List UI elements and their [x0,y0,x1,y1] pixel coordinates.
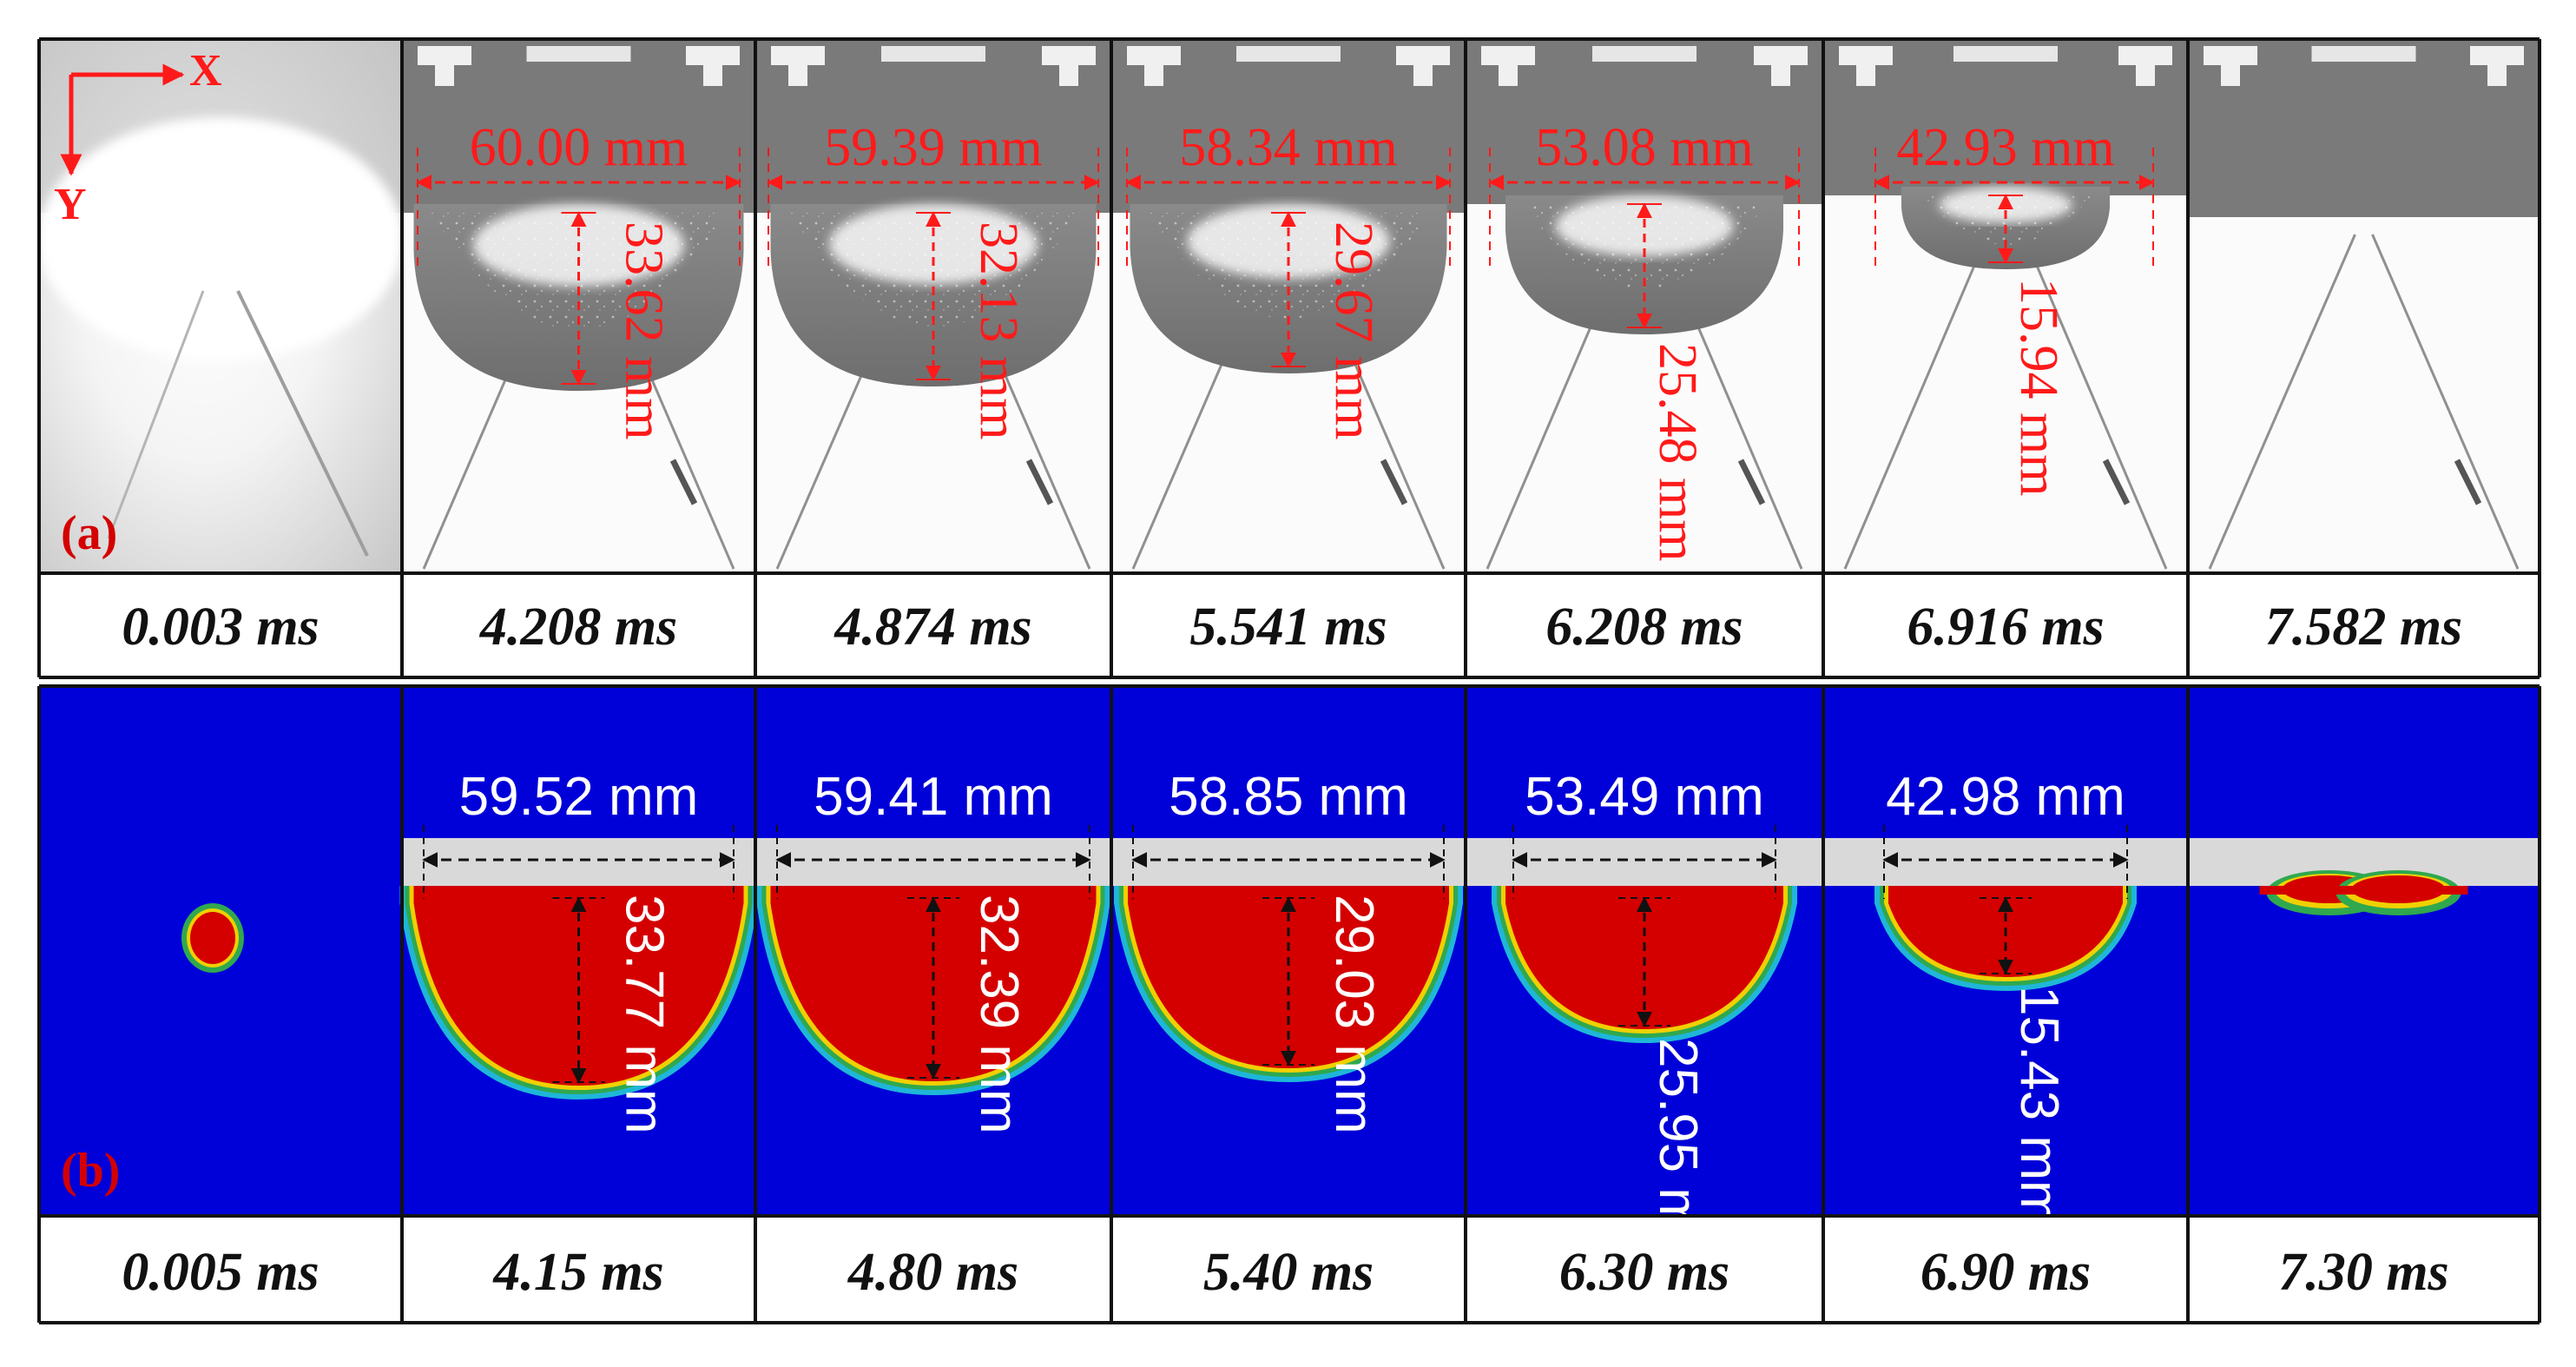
sim-depth-label: 32.39 mm [969,895,1029,1134]
time-label: 6.90 ms [1920,1243,2091,1302]
panel-a-time-labels: 0.003 ms 4.208 ms 4.874 ms 5.541 ms 6.208 ms… [39,573,2540,677]
photo-frame-4: 58.34 mm 29.67 mm [1111,39,1466,573]
sim-width-label: 53.49 mm [1525,767,1764,827]
panel-b-time-labels: 0.005 ms 4.15 ms 4.80 ms 5.40 ms 6.30 ms 6.90… [39,1216,2540,1323]
sim-depth-label: 33.77 mm [615,895,675,1134]
photo-depth-label: 25.48 mm [1648,343,1707,561]
photo-frame-3: 59.39 mm 32.13 mm [755,39,1111,573]
sim-frame-4: 58.85 mm 29.03 mm [1111,686,1466,1216]
photo-dimensions-3: 59.39 mm 32.13 mm [767,118,1100,439]
photo-depth-label: 15.94 mm [2009,278,2068,496]
time-label: 5.541 ms [1189,598,1387,657]
sim-depth-label: 15.43 mm [2009,986,2069,1225]
sim-frame-1 [39,686,402,1216]
sim-width-label: 59.52 mm [459,767,699,827]
photo-depth-label: 33.62 mm [615,221,674,439]
panel-a-label: (a) [61,506,117,560]
photo-width-label: 60.00 mm [470,118,688,177]
sim-frame-2: 59.52 mm 33.77 mm [399,686,758,1216]
photo-dimensions-2: 60.00 mm 33.62 mm [416,118,741,439]
photo-width-label: 53.08 mm [1535,118,1753,177]
panel-b: 59.52 mm 33.77 mm 59.41 mm 32.39 mm 58.85 mm… [39,686,2540,1278]
photo-depth-label: 32.13 mm [969,221,1028,439]
x-axis-label: X [189,46,222,96]
photo-frame-7 [2188,39,2540,573]
panel-a: 60.00 mm 33.62 mm 59.39 mm 32.13 mm 58.34 mm… [38,39,2540,573]
photo-dimensions-4: 58.34 mm 29.67 mm [1125,118,1452,439]
time-label: 4.208 ms [479,598,677,657]
sim-frame-6: 42.98 mm 15.43 mm [1823,686,2188,1225]
photo-frame-1 [38,39,403,573]
sim-width-label: 58.85 mm [1169,767,1408,827]
sim-width-label: 59.41 mm [814,767,1053,827]
sim-width-label: 42.98 mm [1886,767,2125,827]
svg-text:15.94 mm: 15.94 mm [2009,278,2068,496]
y-axis-label: Y [54,180,87,229]
photo-width-label: 59.39 mm [824,118,1042,177]
panel-b-label: (b) [61,1144,120,1198]
time-label: 5.40 ms [1203,1243,1374,1302]
photo-depth-label: 29.67 mm [1324,221,1383,439]
time-label: 7.30 ms [2278,1243,2448,1302]
time-label: 6.916 ms [1907,598,2104,657]
sim-dimensions-3: 59.41 mm 32.39 mm [775,767,1091,1134]
time-label: 4.874 ms [833,598,1031,657]
sim-dimensions-2: 59.52 mm 33.77 mm [422,767,735,1134]
sim-dimensions-6: 42.98 mm 15.43 mm [1882,767,2129,1225]
photo-frame-5: 53.08 mm 25.48 mm [1466,39,1823,573]
time-label: 0.003 ms [122,598,319,657]
sim-dimensions-4: 58.85 mm 29.03 mm [1131,767,1446,1134]
frame-grid [37,37,2541,1324]
panel-labels: (a) (b) X Y [54,46,222,1198]
time-label: 6.30 ms [1559,1243,1729,1302]
photo-dimensions-5: 53.08 mm 25.48 mm [1488,118,1801,561]
time-label: 4.80 ms [847,1243,1018,1302]
time-label: 7.582 ms [2265,598,2462,657]
photo-width-label: 42.93 mm [1896,118,2114,177]
time-label: 4.15 ms [492,1243,663,1302]
sim-depth-label: 29.03 mm [1324,895,1384,1134]
time-label: 0.005 ms [122,1243,319,1302]
photo-dimensions-6: 42.93 mm 15.94 mm [1874,118,2155,496]
photo-width-label: 58.34 mm [1179,118,1397,177]
time-label: 6.208 ms [1545,598,1743,657]
photo-frame-2: 60.00 mm 33.62 mm [402,39,755,573]
sim-frame-7 [2188,686,2540,1216]
photo-frame-6: 42.93 mm 15.94 mm [1823,39,2188,573]
sim-frame-3: 59.41 mm 32.39 mm [755,686,1111,1216]
axis-indicator: X Y [54,46,222,229]
svg-text:25.48 mm: 25.48 mm [1648,343,1707,561]
